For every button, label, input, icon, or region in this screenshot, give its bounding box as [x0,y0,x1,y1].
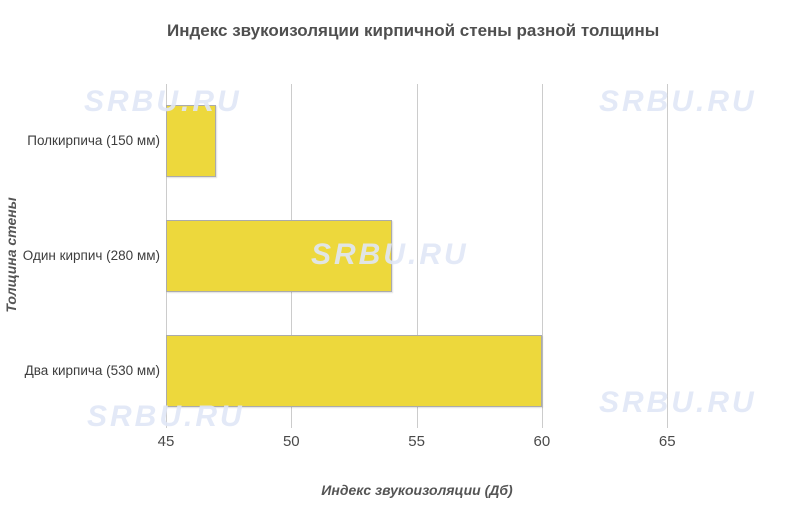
gridline [541,84,543,428]
watermark-top-left: SRBU.RU [84,85,242,118]
x-tick-label: 60 [533,433,551,450]
bar [166,220,392,292]
bar [166,105,217,178]
watermark-top-right: SRBU.RU [599,85,757,118]
plot-area [166,84,790,428]
watermark-bottom-left: SRBU.RU [87,400,245,433]
x-tick-label: 45 [157,433,175,450]
x-tick-label: 50 [282,433,300,450]
chart-title: Индекс звукоизоляции кирпичной стены раз… [167,21,660,40]
x-tick-label: 65 [658,433,676,450]
x-tick-label: 55 [408,433,425,450]
x-axis-title: Индекс звукоизоляции (Дб) [321,482,513,498]
gridline [667,84,669,428]
watermark-bottom-right: SRBU.RU [599,386,757,419]
watermark-center: SRBU.RU [311,238,469,271]
gridline [416,84,418,428]
category-label: Полкирпича (150 мм) [27,133,160,149]
category-label: Два кирпича (530 мм) [24,362,160,378]
category-label: Один кирпич (280 мм) [22,248,160,263]
bar [166,334,542,407]
